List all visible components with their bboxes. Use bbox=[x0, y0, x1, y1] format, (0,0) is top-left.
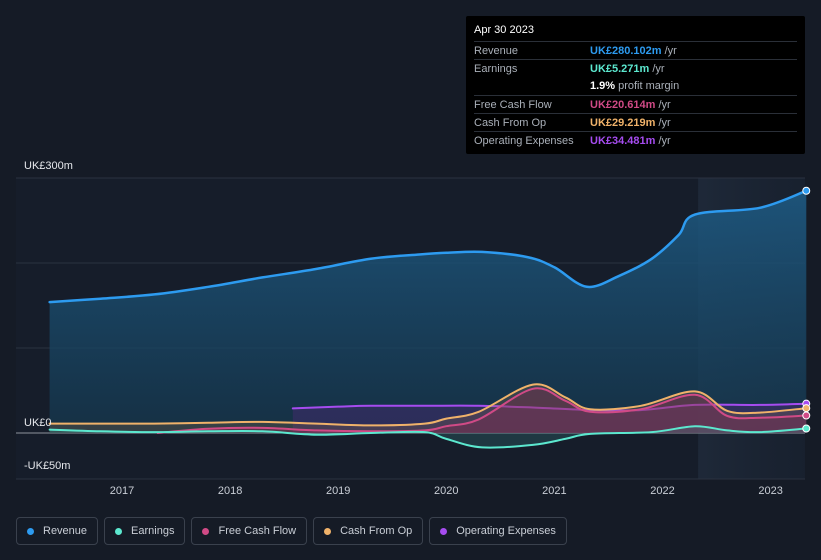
earnings-end-marker bbox=[802, 424, 811, 433]
legend-item-label: Revenue bbox=[43, 525, 88, 537]
tooltip-row-unit: /yr bbox=[658, 98, 671, 111]
tooltip-row-unit: /yr bbox=[664, 44, 677, 57]
x-tick-label-2017: 2017 bbox=[109, 485, 135, 497]
legend-item-operating-expenses[interactable]: Operating Expenses bbox=[429, 517, 567, 545]
tooltip-row-label: Operating Expenses bbox=[474, 135, 574, 148]
cash-from-op-line bbox=[48, 383, 808, 427]
tooltip-row-value: UK£34.481m bbox=[590, 135, 656, 148]
free-cash-flow-area bbox=[157, 388, 807, 433]
tooltip-row-value: UK£20.614m bbox=[590, 98, 656, 111]
tooltip-row: Operating Expenses UK£34.481m/yr bbox=[474, 131, 797, 149]
tooltip-row-label: Earnings bbox=[474, 62, 518, 75]
legend-item-free-cash-flow[interactable]: Free Cash Flow bbox=[191, 517, 308, 545]
legend-dot-icon bbox=[324, 527, 332, 535]
x-tick-label-2021: 2021 bbox=[542, 485, 567, 497]
data-tooltip: Apr 30 2023 Revenue UK£280.102m/yr Earning… bbox=[466, 16, 805, 154]
tooltip-row: Earnings UK£5.271m/yr bbox=[474, 59, 797, 77]
legend-item-label: Operating Expenses bbox=[456, 525, 556, 537]
revenue-end-marker bbox=[802, 186, 811, 195]
free-cash-flow-end-marker bbox=[802, 411, 811, 420]
tooltip-row-unit: /yr bbox=[658, 116, 671, 129]
tooltip-row-unit: /yr bbox=[652, 62, 665, 75]
x-tick-label-2022: 2022 bbox=[650, 485, 675, 497]
cash-from-op-end-marker bbox=[802, 404, 811, 413]
earnings-line bbox=[48, 425, 808, 449]
revenue-area bbox=[49, 190, 807, 433]
tooltip-row: Cash From Op UK£29.219m/yr bbox=[474, 113, 797, 131]
y-axis-bottom-label: -UK£50m bbox=[24, 460, 71, 472]
x-tick-label-2023: 2023 bbox=[758, 485, 783, 497]
tooltip-row-label: Cash From Op bbox=[474, 116, 547, 129]
legend-item-label: Earnings bbox=[131, 525, 175, 537]
legend-item-label: Cash From Op bbox=[340, 525, 413, 537]
revenue-line bbox=[48, 189, 808, 304]
tooltip-date: Apr 30 2023 bbox=[474, 24, 534, 36]
tooltip-row-value: UK£29.219m bbox=[590, 116, 656, 129]
tooltip-row-label: Free Cash Flow bbox=[474, 98, 552, 111]
tooltip-rows: Revenue UK£280.102m/yr Earnings UK£5.271m/y… bbox=[474, 41, 797, 150]
tooltip-row: Free Cash Flow UK£20.614m/yr bbox=[474, 94, 797, 113]
legend-dot-icon bbox=[202, 527, 210, 535]
tooltip-row: 1.9% profit margin bbox=[474, 78, 797, 95]
tooltip-row-unit: profit margin bbox=[618, 80, 680, 93]
legend-dot-icon bbox=[27, 527, 34, 535]
legend-dot-icon bbox=[115, 527, 123, 535]
legend-item-earnings[interactable]: Earnings bbox=[104, 517, 186, 545]
x-tick-label-2018: 2018 bbox=[217, 485, 243, 497]
tooltip-row-unit: /yr bbox=[658, 135, 671, 148]
chart-legend: Revenue Earnings Free Cash Flow Cash From O… bbox=[16, 517, 567, 545]
tooltip-row: Revenue UK£280.102m/yr bbox=[474, 41, 797, 59]
tooltip-row-label: Revenue bbox=[474, 44, 519, 57]
tooltip-row-value: 1.9% bbox=[590, 80, 616, 93]
legend-item-label: Free Cash Flow bbox=[218, 525, 297, 537]
legend-item-revenue[interactable]: Revenue bbox=[16, 517, 99, 545]
x-tick-label-2020: 2020 bbox=[434, 485, 459, 497]
y-axis-top-label: UK£300m bbox=[24, 160, 73, 172]
free-cash-flow-line bbox=[156, 387, 808, 434]
operating-expenses-area bbox=[292, 403, 807, 433]
cash-from-op-area bbox=[49, 384, 807, 433]
tooltip-row-value: UK£280.102m bbox=[590, 44, 662, 57]
legend-dot-icon bbox=[440, 527, 448, 535]
tooltip-row-value: UK£5.271m bbox=[590, 62, 650, 75]
y-axis-zero-label: UK£0 bbox=[24, 417, 52, 429]
x-tick-label-2019: 2019 bbox=[325, 485, 351, 497]
legend-item-cash-from-op[interactable]: Cash From Op bbox=[313, 517, 424, 545]
